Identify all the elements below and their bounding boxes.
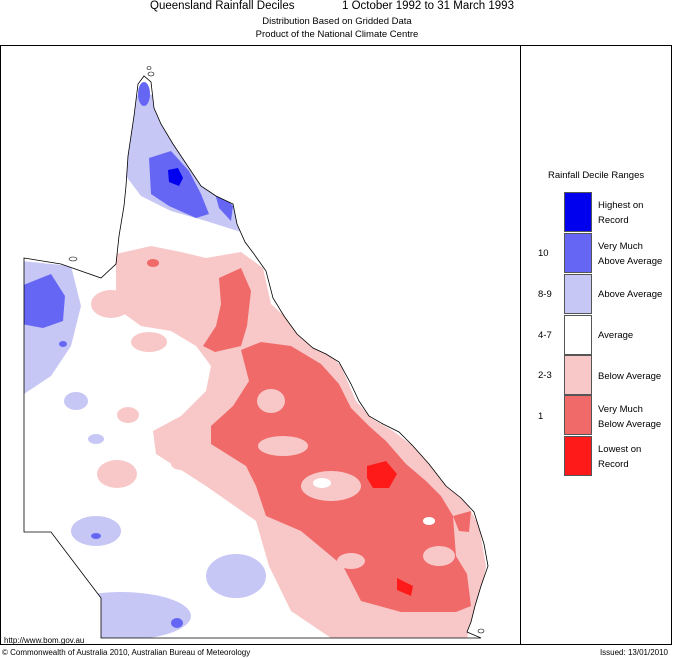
- legend-range-4-7: 4-7: [538, 330, 552, 341]
- island: [68, 256, 78, 262]
- island: [146, 66, 152, 70]
- very-much-below-average-region: [453, 511, 471, 532]
- below-average-region: [91, 290, 131, 318]
- above-average-region: [71, 516, 121, 546]
- below-average-region: [206, 455, 226, 469]
- island: [147, 71, 155, 77]
- very-much-above-average-region: [91, 533, 101, 539]
- legend-divider: [520, 45, 521, 645]
- legend-label-above: Above Average: [598, 289, 663, 300]
- very-much-above-average-region: [59, 341, 67, 347]
- legend-swatch-average: [564, 315, 592, 355]
- very-much-above-average-region: [24, 274, 65, 328]
- footer-copyright: © Commonwealth of Australia 2010, Austra…: [2, 648, 251, 657]
- legend-label-very-much-above: Very Much Above Average: [598, 241, 663, 267]
- map-period: 1 October 1992 to 31 March 1993: [342, 0, 514, 12]
- legend-range-2-3: 2-3: [538, 370, 552, 381]
- below-average-region: [257, 389, 285, 413]
- footer-url: http://www.bom.gov.au: [4, 636, 85, 645]
- above-average-region: [88, 434, 104, 444]
- highest-on-record-region: [168, 168, 183, 186]
- below-average-region: [337, 553, 365, 569]
- below-average-region: [258, 436, 308, 456]
- very-much-above-average-region: [171, 618, 183, 628]
- lowest-on-record-region: [367, 461, 397, 488]
- above-average-region: [51, 592, 191, 638]
- legend-label-average: Average: [598, 330, 634, 341]
- legend-swatch-below: [564, 355, 592, 395]
- queensland-rainfall-map: [23, 66, 489, 639]
- legend-swatch-above: [564, 274, 592, 314]
- above-average-region: [124, 94, 241, 232]
- legend-label-below: Below Average: [598, 371, 662, 382]
- below-average-region: [131, 332, 167, 352]
- legend-range-1: 1: [538, 411, 544, 422]
- legend-range-10: 10: [538, 248, 549, 259]
- legend-range-8-9: 8-9: [538, 289, 552, 300]
- footer-issued: Issued: 13/01/2010: [599, 648, 668, 657]
- below-average-region: [97, 460, 137, 488]
- map-subtitle-product: Product of the National Climate Centre: [255, 29, 419, 40]
- lowest-on-record-region: [397, 578, 413, 596]
- below-average-region: [171, 458, 191, 470]
- average-region: [313, 478, 331, 488]
- legend-swatch-very-much-above: [564, 233, 592, 273]
- very-much-below-average-region: [203, 268, 251, 352]
- map-subtitle-distribution: Distribution Based on Gridded Data: [262, 16, 412, 27]
- legend-label-lowest: Lowest on Record: [598, 444, 642, 470]
- below-average-region: [147, 259, 159, 267]
- below-average-region: [117, 407, 139, 423]
- map-title: Queensland Rainfall Deciles: [150, 0, 295, 12]
- legend-swatch-highest: [564, 192, 592, 232]
- legend-swatch-very-much-below: [564, 395, 592, 435]
- legend-swatch-lowest: [564, 436, 592, 476]
- average-region: [423, 517, 435, 525]
- below-average-region: [301, 471, 361, 501]
- above-average-region: [64, 392, 88, 410]
- legend-label-highest: Highest on Record: [598, 200, 644, 226]
- legend-title: Rainfall Decile Ranges: [548, 170, 645, 181]
- below-average-region: [423, 546, 455, 566]
- island: [477, 628, 485, 634]
- above-average-region: [206, 554, 266, 598]
- very-much-above-average-region: [138, 82, 150, 106]
- map-frame: [0, 45, 672, 645]
- legend-label-very-much-below: Very Much Below Average: [598, 404, 662, 430]
